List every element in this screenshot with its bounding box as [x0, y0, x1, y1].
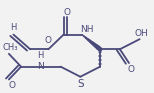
Text: CH₃: CH₃ [3, 43, 18, 52]
Text: NH: NH [80, 25, 94, 34]
Text: H: H [38, 51, 44, 60]
Text: O: O [45, 36, 52, 45]
Text: OH: OH [134, 29, 148, 38]
Text: H: H [10, 23, 17, 32]
Text: O: O [8, 81, 15, 90]
Text: N: N [37, 62, 44, 71]
Text: O: O [127, 65, 134, 74]
Text: O: O [63, 8, 70, 17]
Text: S: S [77, 79, 84, 89]
